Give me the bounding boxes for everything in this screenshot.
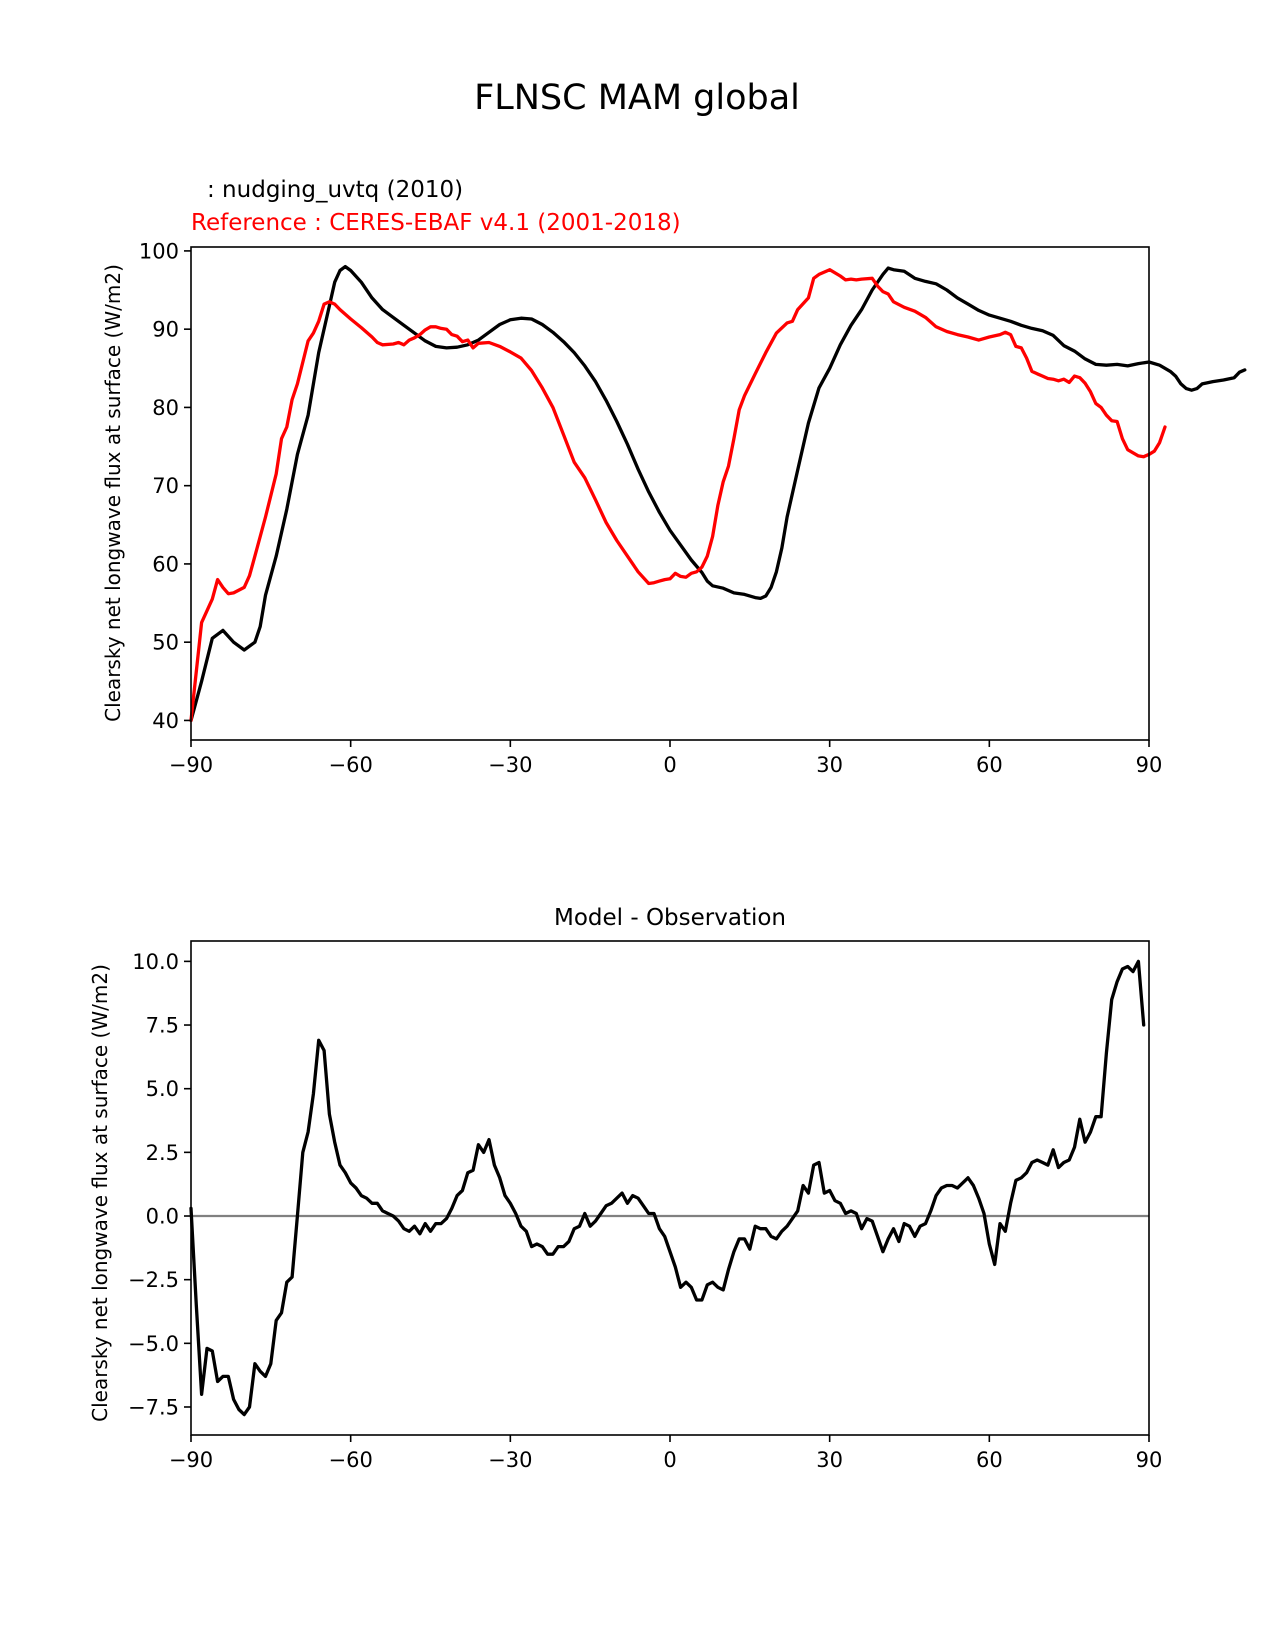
bottom-chart-title: Model - Observation [554,905,786,931]
top-x-tick-label: 90 [1136,753,1163,777]
top-x-tick-label: 0 [663,753,676,777]
top-y-tick-label: 100 [139,239,179,263]
bottom-x-tick-label: 0 [663,1448,676,1472]
bottom-y-tick-label: −7.5 [128,1395,179,1419]
bottom-x-tick-label: 30 [816,1448,843,1472]
figure-title: FLNSC MAM global [474,78,800,118]
bottom-series-difference [189,959,1146,1417]
top-series-reference [189,268,1167,723]
top-chart: : nudging_uvtq (2010) Reference : CERES-… [101,177,1247,777]
bottom-y-tick-label: 10.0 [132,950,179,974]
top-series-test [189,264,1247,723]
bottom-y-tick-label: −2.5 [128,1268,179,1292]
bottom-x-tick-label: 60 [976,1448,1003,1472]
bottom-chart-plot-area: −90 −60 −30 0 30 60 90 −7.5 −5.0 −2.5 0.0 2.5 5.0 7.5… [128,940,1163,1472]
top-x-tick-label: −90 [169,753,213,777]
top-y-tick-label: 70 [152,474,179,498]
bottom-y-tick-label: 2.5 [146,1141,179,1165]
top-x-tick-label: 30 [816,753,843,777]
bottom-y-tick-label: 7.5 [146,1014,179,1038]
top-x-tick-label: −60 [329,753,373,777]
top-y-tick-label: 80 [152,396,179,420]
reference-label: Reference : CERES-EBAF v4.1 (2001-2018) [191,210,681,236]
top-y-tick-label: 90 [152,318,179,342]
bottom-y-axis-label: Clearsky net longwave flux at surface (W… [88,964,112,1422]
bottom-y-tick-label: −5.0 [128,1332,179,1356]
bottom-x-tick-label: −60 [329,1448,373,1472]
bottom-x-tick-label: −90 [169,1448,213,1472]
bottom-x-tick-label: 90 [1136,1448,1163,1472]
top-y-tick-label: 50 [152,631,179,655]
top-x-tick-label: 60 [976,753,1003,777]
bottom-y-tick-label: 5.0 [146,1077,179,1101]
test-label: : nudging_uvtq (2010) [207,177,463,203]
bottom-axes-frame [190,940,1150,1436]
top-y-axis-label: Clearsky net longwave flux at surface (W… [101,264,125,722]
top-y-tick-label: 40 [152,709,179,733]
bottom-y-tick-label: 0.0 [146,1205,179,1229]
top-x-tick-label: −30 [488,753,532,777]
bottom-chart: Model - Observation Clearsky net longwav… [88,905,1162,1472]
top-chart-plot-area: −90 −60 −30 0 30 60 90 40 50 60 70 80 90 100 [139,239,1247,777]
top-y-tick-label: 60 [152,552,179,576]
bottom-x-tick-label: −30 [488,1448,532,1472]
